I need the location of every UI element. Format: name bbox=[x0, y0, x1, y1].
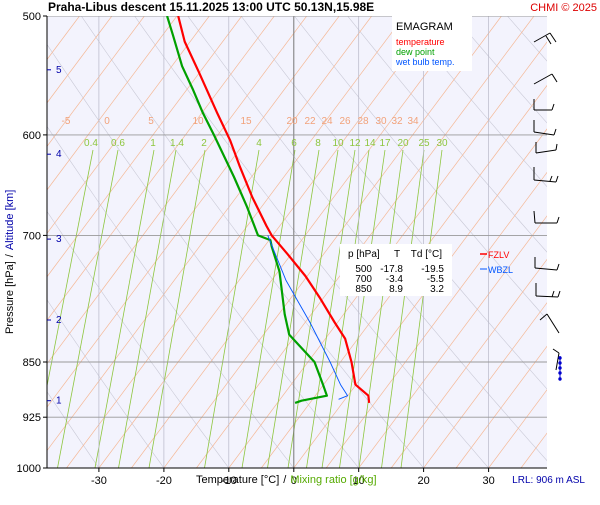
isotherm-label: 26 bbox=[339, 116, 351, 127]
legend-item-temperature: temperature bbox=[396, 37, 445, 47]
y-axis-label-pressure: Pressure [hPa] bbox=[4, 261, 16, 334]
chart-title: Praha-Libus descent 15.11.2025 13:00 UTC… bbox=[48, 0, 374, 14]
mixing-ratio-label: 12 bbox=[349, 138, 361, 149]
legend-item-wet-bulb: wet bulb temp. bbox=[395, 57, 455, 67]
mixing-ratio-label: 1.4 bbox=[170, 138, 184, 149]
isotherm-label: 10 bbox=[192, 116, 204, 127]
mixing-ratio-label: 10 bbox=[332, 138, 344, 149]
x-axis-label-mixing: Mixing ratio [g/kg] bbox=[290, 474, 376, 486]
table-cell-p-850: 850 bbox=[355, 284, 372, 295]
plot-background bbox=[47, 16, 547, 468]
table-header-t: T bbox=[394, 249, 400, 260]
temperature-tick-label: -30 bbox=[91, 475, 107, 487]
isotherm-label: 30 bbox=[375, 116, 387, 127]
mixing-ratio-label: 0.6 bbox=[111, 138, 125, 149]
pressure-tick-label: 925 bbox=[23, 412, 41, 424]
x-axis-label-temperature: Temperature [°C] bbox=[196, 474, 279, 486]
fzlv-label: FZLV bbox=[488, 250, 509, 260]
mixing-ratio-label: 1 bbox=[150, 138, 156, 149]
levels-table: p [hPa] T Td [°C] 500 -17.8 -19.5 700 -3… bbox=[340, 244, 452, 296]
table-header-td: Td [°C] bbox=[411, 249, 442, 260]
credit-label: CHMI © 2025 bbox=[530, 2, 597, 14]
x-axis-label: Temperature [°C]/Mixing ratio [g/kg] bbox=[196, 474, 377, 486]
isotherm-label: -5 bbox=[62, 116, 71, 127]
altitude-tick-label: 1 bbox=[56, 396, 62, 407]
mixing-ratio-label: 25 bbox=[418, 138, 430, 149]
legend-title: EMAGRAM bbox=[396, 21, 453, 33]
mixing-ratio-label: 0.4 bbox=[84, 138, 98, 149]
pressure-tick-label: 1000 bbox=[17, 463, 41, 475]
temperature-tick-label: 20 bbox=[417, 475, 429, 487]
isotherm-label: 15 bbox=[240, 116, 252, 127]
isotherm-label: 0 bbox=[104, 116, 110, 127]
pressure-tick-label: 600 bbox=[23, 130, 41, 142]
altitude-tick-label: 5 bbox=[56, 65, 62, 76]
table-header-p: p [hPa] bbox=[348, 249, 380, 260]
mixing-ratio-label: 20 bbox=[397, 138, 409, 149]
isotherm-label: 24 bbox=[321, 116, 333, 127]
isotherm-label: 20 bbox=[286, 116, 298, 127]
mixing-ratio-label: 6 bbox=[291, 138, 297, 149]
temperature-tick-label: 30 bbox=[482, 475, 494, 487]
pressure-tick-label: 500 bbox=[23, 11, 41, 23]
isotherm-label: 5 bbox=[148, 116, 154, 127]
legend: EMAGRAM temperature dew point wet bulb t… bbox=[392, 16, 472, 71]
table-cell-t-850: 8.9 bbox=[389, 284, 403, 295]
mixing-ratio-label: 8 bbox=[315, 138, 321, 149]
altitude-tick-label: 3 bbox=[56, 234, 62, 245]
altitude-tick-label: 4 bbox=[56, 149, 62, 160]
mixing-ratio-label: 4 bbox=[256, 138, 262, 149]
mixing-ratio-label: 17 bbox=[379, 138, 391, 149]
isotherm-label: 28 bbox=[357, 116, 369, 127]
wbzl-label: WBZL bbox=[488, 265, 513, 275]
mixing-ratio-label: 14 bbox=[364, 138, 376, 149]
table-cell-td-850: 3.2 bbox=[430, 284, 444, 295]
lrl-label: LRL: 906 m ASL bbox=[512, 475, 585, 486]
isotherm-label: 32 bbox=[391, 116, 403, 127]
isotherm-label: 34 bbox=[407, 116, 419, 127]
altitude-tick-label: 2 bbox=[56, 315, 62, 326]
mixing-ratio-label: 2 bbox=[201, 138, 207, 149]
mixing-ratio-label: 30 bbox=[436, 138, 448, 149]
isotherm-label: 22 bbox=[304, 116, 316, 127]
pressure-tick-label: 850 bbox=[23, 357, 41, 369]
y-axis-label: Pressure [hPa]/Altitude [km] bbox=[4, 190, 16, 334]
y-axis-label-altitude: Altitude [km] bbox=[4, 190, 16, 251]
legend-item-dew-point: dew point bbox=[396, 47, 435, 57]
temperature-tick-label: -20 bbox=[156, 475, 172, 487]
pressure-tick-label: 700 bbox=[23, 230, 41, 242]
